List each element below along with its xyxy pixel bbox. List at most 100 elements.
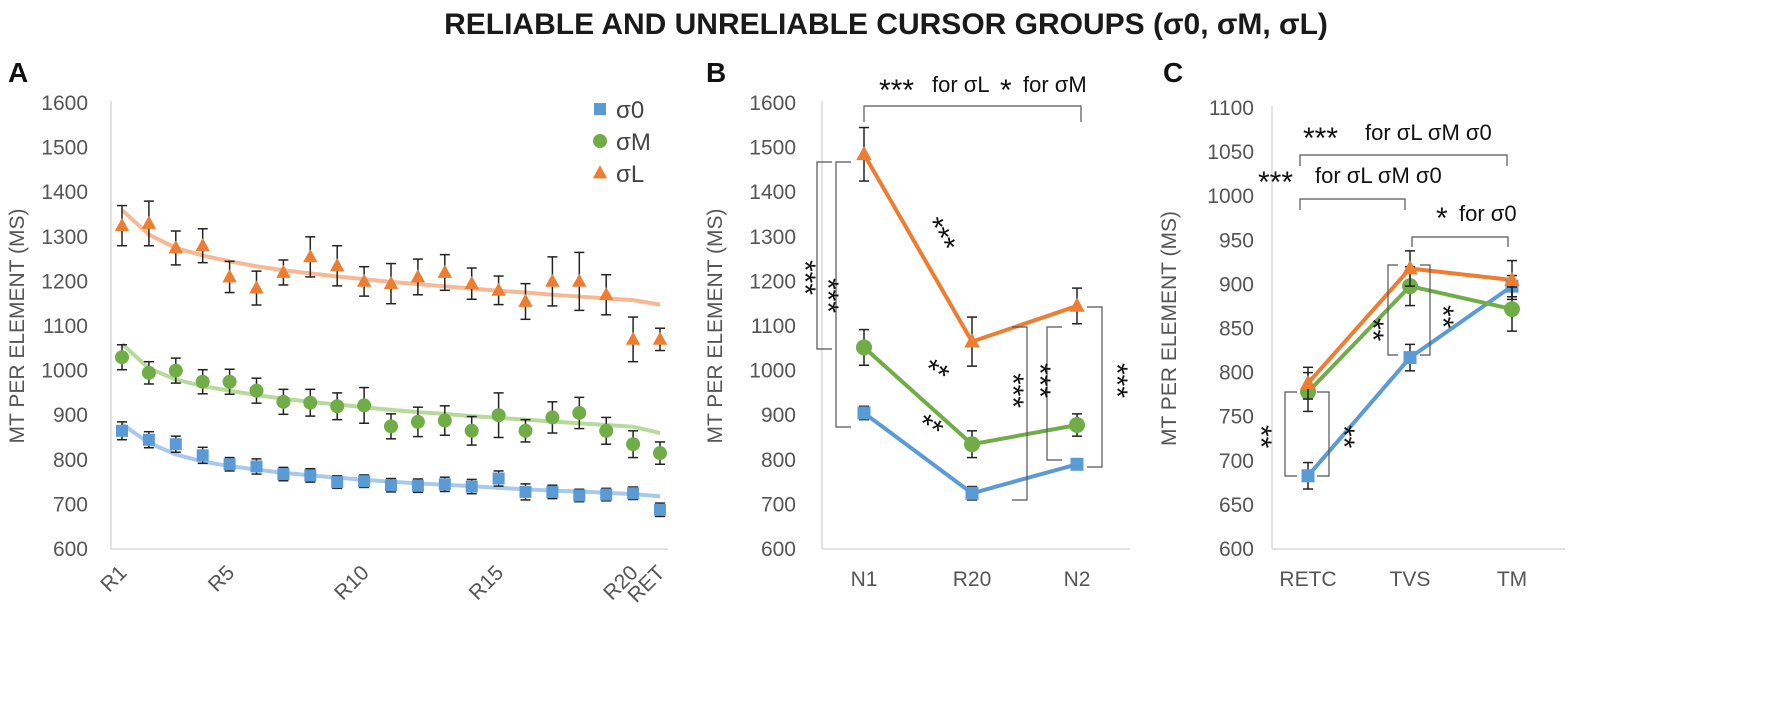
panel-b-x-tick-label: R20 — [953, 568, 992, 591]
panel-a-data-point — [277, 468, 290, 481]
panel-a-data-point — [168, 363, 183, 378]
panel-b-chart: 600 700 800 900 1000 1100 1200 1300 1400 1500 1600… — [704, 72, 1133, 591]
panel-a-data-point — [410, 269, 426, 283]
panel-c-significance-label: for σ0 — [1459, 201, 1517, 226]
panel-a-y-tick-label: 1500 — [41, 137, 88, 160]
panel-a-data-point — [410, 414, 425, 429]
panel-a-x-tick-label: R5 — [204, 561, 239, 596]
panel-c-y-tick-label: 1000 — [1207, 185, 1254, 208]
panel-a-data-point — [600, 488, 613, 501]
panel-a-data-point — [222, 374, 237, 389]
panel-b-significance-bracket — [816, 161, 832, 350]
panel-c-data-point — [1504, 271, 1520, 286]
panel-a-data-point — [168, 240, 183, 254]
panel-letter-a: A — [8, 57, 28, 88]
panel-b-data-point — [965, 486, 979, 500]
panel-a-data-point — [195, 237, 210, 252]
panel-b-significance-stars: *** — [1100, 363, 1133, 398]
panel-a-data-point — [222, 269, 237, 283]
panel-b-y-tick-label: 1100 — [751, 315, 796, 338]
panel-b-significance-bracket — [1046, 326, 1062, 461]
panel-letter-c: C — [1163, 57, 1183, 88]
panel-c-significance-label: for σL σM σ0 — [1365, 120, 1492, 145]
legend-label: σL — [616, 161, 644, 188]
panel-a-data-point — [464, 423, 479, 438]
panel-c-y-tick-label: 600 — [1219, 538, 1254, 561]
panel-c-data-point — [1301, 469, 1315, 483]
panel-a-data-point — [573, 489, 586, 502]
panel-a-data-point — [142, 433, 155, 446]
panel-c-significance-stars: *** — [1258, 166, 1293, 199]
panel-c-chart: 600 650 700 750 800 850 900 950 1000 1050 1100 MT P… — [1158, 97, 1565, 591]
panel-a-data-point — [627, 487, 640, 500]
panel-b-y-tick-label: 800 — [761, 449, 796, 472]
panel-b-y-tick-label: 700 — [761, 493, 796, 516]
panel-a-data-point — [303, 395, 318, 410]
panel-a-data-point — [438, 478, 451, 491]
panel-a-data-point — [437, 264, 452, 278]
panel-a-data-point — [196, 449, 209, 462]
panel-a-data-point — [356, 273, 372, 287]
panel-c-significance-bracket — [1284, 391, 1297, 477]
panel-a-data-point — [653, 446, 667, 461]
panel-b-significance-stars: *** — [916, 212, 962, 259]
panel-c-x-tick-label: RETC — [1279, 568, 1336, 591]
panel-a-data-point — [545, 273, 560, 287]
panel-a-data-point — [572, 273, 587, 287]
panel-b-data-point — [1069, 297, 1085, 312]
panel-a-y-tick-label: 1100 — [43, 315, 88, 338]
panel-c-y-tick-label: 750 — [1219, 406, 1254, 429]
panel-c-significance-bracket — [1299, 198, 1406, 210]
panel-a-data-point — [519, 485, 532, 498]
panel-c-significance-bracket — [1420, 264, 1431, 356]
panel-a-data-point — [518, 293, 533, 307]
panel-a-y-tick-label: 1400 — [41, 181, 88, 204]
panel-c-y-tick-label: 700 — [1219, 450, 1254, 473]
panel-a-data-point — [546, 485, 559, 498]
panel-c-y-tick-label: 850 — [1219, 318, 1254, 341]
panel-a-data-point — [276, 264, 291, 278]
panel-a-x-tick-label: R1 — [96, 561, 131, 596]
panel-c-y-tick-label: 650 — [1219, 494, 1254, 517]
panel-c-significance-stars: ** — [1356, 318, 1389, 342]
panel-b-significance-label: for σL — [932, 72, 990, 97]
panel-c-y-tick-label: 900 — [1219, 273, 1254, 296]
panel-a-data-point — [545, 410, 560, 425]
panel-a-y-tick-label: 800 — [53, 449, 88, 472]
panel-c-significance-label: for σL σM σ0 — [1315, 163, 1442, 188]
panel-a-data-point — [385, 479, 397, 492]
panel-b-y-axis-title: MT PER ELEMENT (MS) — [704, 209, 727, 444]
panel-a-y-tick-label: 1000 — [41, 360, 88, 383]
panel-c-data-point — [1403, 351, 1417, 365]
panel-a-data-point — [250, 460, 263, 473]
panel-c-y-axis-title: MT PER ELEMENT (MS) — [1158, 211, 1181, 446]
panel-c-data-point — [1402, 260, 1418, 275]
panel-b-y-tick-label: 600 — [761, 538, 796, 561]
panel-b-x-tick-label: N1 — [851, 568, 878, 591]
panel-a-data-point — [195, 374, 210, 389]
panel-c-data-point — [1300, 374, 1316, 390]
panel-a-x-tick-label: R15 — [465, 561, 509, 605]
panel-b-data-point — [857, 406, 871, 420]
panel-b-data-point — [1069, 417, 1085, 434]
panel-a-data-point — [492, 472, 505, 485]
panel-c-significance-bracket — [1299, 154, 1508, 166]
panel-b-y-tick-label: 900 — [761, 404, 796, 427]
panel-c-y-tick-label: 1100 — [1209, 97, 1254, 120]
panel-a-data-point — [464, 275, 479, 290]
legend-label: σM — [616, 129, 651, 156]
panel-a-data-point — [330, 399, 345, 414]
panel-b-series-line — [862, 411, 1078, 496]
panel-a-data-point — [599, 423, 614, 438]
panel-b-significance-stars: *** — [879, 74, 914, 107]
panel-a-data-point — [330, 257, 345, 272]
panel-c-y-tick-label: 800 — [1219, 362, 1254, 385]
panel-a-data-point — [437, 413, 452, 428]
panel-c-y-tick-label: 950 — [1219, 229, 1254, 252]
panel-b-data-point — [964, 436, 980, 453]
panel-letter-b: B — [706, 57, 726, 88]
panel-a-data-point — [652, 331, 668, 345]
legend-marker — [593, 134, 607, 148]
panel-a-data-point — [303, 249, 318, 263]
